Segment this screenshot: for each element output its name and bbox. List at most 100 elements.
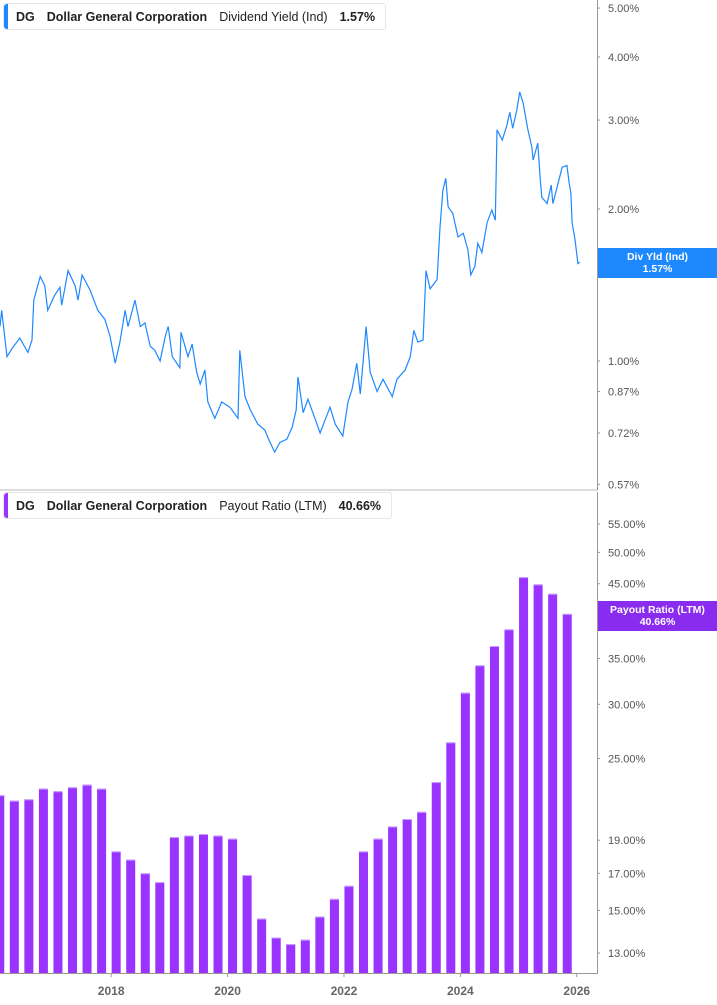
company-name: Dollar General Corporation	[46, 9, 208, 24]
y-tick-label: 3.00%	[608, 115, 639, 127]
payout-bar-top-edge	[184, 835, 194, 837]
x-tick-label: 2018	[98, 984, 125, 998]
y-tick-label: 0.57%	[608, 479, 639, 491]
payout-bar-top-edge	[140, 873, 150, 875]
ticker: DG	[16, 9, 35, 24]
payout-bar-top-edge	[417, 811, 427, 813]
ticker: DG	[16, 498, 35, 513]
payout-bar-top-edge	[68, 787, 78, 789]
payout-bar-top-edge	[475, 665, 485, 667]
payout-bar-top-edge	[111, 851, 121, 853]
payout-bar	[402, 819, 412, 973]
payout-bar	[97, 788, 107, 973]
payout-bar	[82, 784, 92, 973]
payout-bar	[315, 916, 325, 973]
payout-bar	[489, 645, 499, 973]
y-tick-label: 2.00%	[608, 204, 639, 216]
payout-bar-top-edge	[155, 882, 165, 884]
payout-bar	[548, 593, 558, 973]
payout-bar	[228, 838, 238, 973]
payout-bar-top-edge	[533, 584, 543, 586]
payout-bar	[344, 885, 354, 973]
y-tick-label: 30.00%	[608, 699, 646, 711]
payout-bar	[198, 834, 208, 973]
payout-bar	[184, 835, 194, 973]
payout-bar-top-edge	[97, 788, 107, 790]
x-tick-label: 2022	[331, 984, 358, 998]
payout-bar	[257, 918, 267, 973]
payout-bar	[111, 851, 121, 973]
payout-bar	[460, 692, 470, 973]
x-tick-label: 2026	[563, 984, 590, 998]
y-tick-label: 25.00%	[608, 754, 646, 766]
metric-name: Dividend Yield (Ind)	[219, 9, 328, 24]
payout-bar-top-edge	[460, 692, 470, 694]
y-tick-label: 13.00%	[608, 948, 646, 960]
y-tick-label: 19.00%	[608, 835, 646, 847]
payout-bar	[126, 859, 136, 973]
company-name: Dollar General Corporation	[46, 498, 208, 513]
x-tick-label: 2024	[447, 984, 474, 998]
payout-bar	[359, 851, 369, 973]
x-tick-label: 2020	[214, 984, 241, 998]
metric-value: 40.66%	[338, 498, 382, 513]
payout-bar-top-edge	[388, 826, 398, 828]
y-tick-label: 4.00%	[608, 52, 639, 64]
payout-bar	[388, 826, 398, 973]
payout-bar-top-edge	[24, 799, 34, 801]
payout-bar	[329, 898, 339, 973]
payout-bar-top-edge	[228, 838, 238, 840]
payout-bar	[519, 577, 529, 973]
payout-bar	[533, 584, 543, 973]
payout-bar-top-edge	[489, 645, 499, 647]
payout-bar	[140, 873, 150, 973]
payout-bar	[300, 939, 310, 973]
payout-bar-top-edge	[242, 875, 252, 877]
payout-bar	[169, 837, 179, 973]
y-tick-label: 50.00%	[608, 547, 646, 559]
payout-bar-top-edge	[519, 577, 529, 579]
payout-bar-top-edge	[9, 800, 19, 802]
payout-bar-top-edge	[562, 613, 572, 615]
payout-bar	[24, 799, 34, 973]
payout-bar	[446, 742, 456, 973]
payout-bar	[271, 937, 281, 973]
metric-value: 1.57%	[339, 9, 376, 24]
series-color-marker	[4, 4, 8, 29]
y-tick-label: 17.00%	[608, 868, 646, 880]
payout-bar-top-edge	[504, 629, 514, 631]
payout-bar-top-edge	[198, 834, 208, 836]
payout-bar-top-edge	[548, 593, 558, 595]
payout-bar-top-edge	[286, 944, 296, 946]
y-tick-label: 0.72%	[608, 428, 639, 440]
metric-name: Payout Ratio (LTM)	[219, 498, 327, 513]
tag-value: 40.66%	[639, 616, 676, 628]
y-tick-label: 45.00%	[608, 579, 646, 591]
payout-bar-top-edge	[344, 885, 354, 887]
payout-bar-top-edge	[300, 939, 310, 941]
payout-bar-top-edge	[446, 742, 456, 744]
tag-label: Payout Ratio (LTM)	[610, 604, 705, 616]
y-tick-label: 1.00%	[608, 356, 639, 368]
payout-bar	[242, 875, 252, 973]
payout-bar	[504, 629, 514, 973]
payout-bar	[38, 788, 48, 973]
payout-bar-top-edge	[82, 784, 92, 786]
payout-bar-top-edge	[38, 788, 48, 790]
payout-bar	[155, 882, 165, 973]
payout-bar-top-edge	[359, 851, 369, 853]
payout-bar-top-edge	[315, 916, 325, 918]
bottom-legend-header: DG Dollar General Corporation Payout Rat…	[3, 492, 393, 519]
y-tick-label: 15.00%	[608, 906, 646, 918]
y-tick-label: 5.00%	[608, 3, 639, 15]
payout-bar	[286, 944, 296, 973]
series-color-marker	[4, 493, 8, 518]
payout-bar	[417, 811, 427, 973]
payout-bar	[0, 795, 5, 973]
top-legend-header: DG Dollar General Corporation Dividend Y…	[3, 3, 387, 30]
yield-value-tag: Div Yld (Ind) 1.57%	[598, 248, 717, 278]
y-tick-label: 55.00%	[608, 519, 646, 531]
tag-value: 1.57%	[642, 263, 673, 275]
tag-label: Div Yld (Ind)	[626, 251, 689, 263]
